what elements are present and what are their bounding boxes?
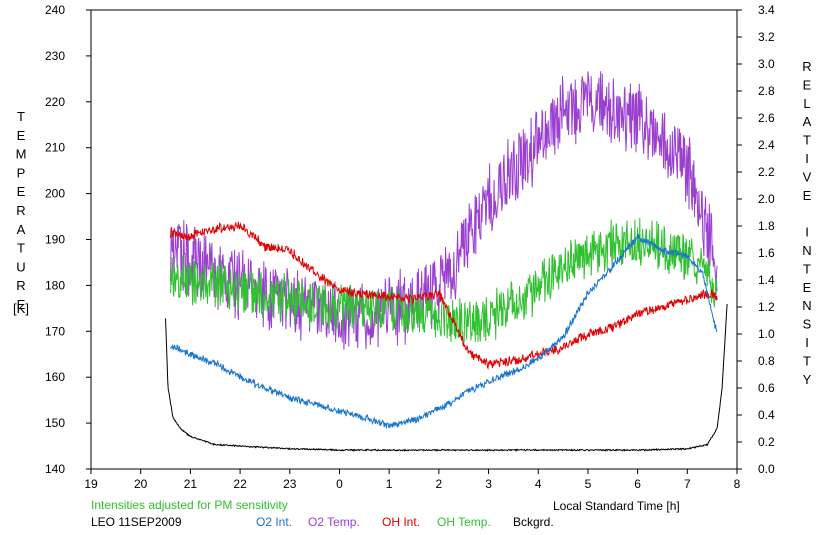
legend-o2-int: O2 Int. xyxy=(256,515,293,529)
y-right-label-letter: A xyxy=(803,114,812,129)
y-right-tick-label: 2.0 xyxy=(758,192,775,206)
y-right-label-letter: R xyxy=(802,59,811,74)
y-right-label-letter: E xyxy=(803,188,812,203)
x-tick-label: 22 xyxy=(233,477,247,491)
y-right-tick-label: 0.2 xyxy=(758,435,775,449)
x-tick-label: 21 xyxy=(184,477,198,491)
y-right-tick-label: 0.4 xyxy=(758,408,775,422)
y-right-label-letter: N xyxy=(802,298,811,313)
y-axis-right: 0.0 0.2 0.4 0.6 0.8 1.0 1.2 1.4 1.6 1.8 2.0 2.2 2.4 2… xyxy=(737,3,775,476)
x-tick-label: 5 xyxy=(585,477,592,491)
y-left-tick-label: 200 xyxy=(45,187,65,201)
y-right-tick-label: 0.8 xyxy=(758,354,775,368)
x-tick-label: 4 xyxy=(535,477,542,491)
y-right-tick-label: 1.4 xyxy=(758,273,775,287)
y-right-tick-label: 3.2 xyxy=(758,30,775,44)
y-left-label-letter: M xyxy=(16,147,27,162)
series-layer xyxy=(165,71,728,452)
y-right-label-letter: I xyxy=(805,151,809,166)
y-left-label-letter: E xyxy=(17,184,26,199)
y-left-label-letter: T xyxy=(17,109,25,124)
y-left-label-letter: T xyxy=(17,241,25,256)
x-axis-title: Local Standard Time [h] xyxy=(553,499,680,513)
y-right-label-letter: L xyxy=(803,96,810,111)
legend-oh-int: OH Int. xyxy=(382,515,421,529)
y-right-tick-label: 1.8 xyxy=(758,219,775,233)
y-left-label-letter: E xyxy=(17,128,26,143)
y-left-tick-label: 190 xyxy=(45,233,65,247)
y-left-unit: [K] xyxy=(13,301,29,316)
y-right-label-letter: T xyxy=(803,353,811,368)
y-right-tick-label: 2.8 xyxy=(758,84,775,98)
y-left-tick-label: 180 xyxy=(45,278,65,292)
y-right-label-letter: I xyxy=(805,225,809,240)
y-right-label-letter: I xyxy=(805,335,809,350)
x-tick-label: 19 xyxy=(84,477,98,491)
y-right-tick-label: 3.4 xyxy=(758,3,775,17)
y-right-label-letter: T xyxy=(803,133,811,148)
y-left-tick-label: 170 xyxy=(45,324,65,338)
y-left-tick-label: 140 xyxy=(45,462,65,476)
y-left-label-letter: R xyxy=(16,203,25,218)
y-right-label-letter: Y xyxy=(803,372,812,387)
y-left-label-letter: P xyxy=(17,165,26,180)
x-tick-label: 2 xyxy=(436,477,443,491)
y-left-tick-label: 210 xyxy=(45,141,65,155)
y-right-tick-label: 1.2 xyxy=(758,300,775,314)
y-left-label-letter: U xyxy=(16,259,25,274)
y-left-tick-label: 150 xyxy=(45,416,65,430)
y-right-tick-label: 1.6 xyxy=(758,246,775,260)
y-left-tick-label: 230 xyxy=(45,49,65,63)
x-tick-label: 3 xyxy=(485,477,492,491)
series-oh-int xyxy=(170,221,718,370)
x-tick-label: 6 xyxy=(634,477,641,491)
y-right-tick-label: 2.4 xyxy=(758,138,775,152)
x-tick-label: 20 xyxy=(134,477,148,491)
y-right-label-letter: E xyxy=(803,77,812,92)
x-tick-label: 1 xyxy=(386,477,393,491)
y-right-tick-label: 0.0 xyxy=(758,462,775,476)
station-date-label: LEO 11SEP2009 xyxy=(91,515,182,529)
series-o2-int xyxy=(170,233,718,429)
y-right-label-letter: V xyxy=(803,169,812,184)
legend-bckgrd: Bckgrd. xyxy=(513,515,554,529)
x-tick-label: 0 xyxy=(336,477,343,491)
y-left-tick-label: 240 xyxy=(45,3,65,17)
y-left-label-letter: A xyxy=(17,222,26,237)
y-axis-left: 140 150 160 170 180 190 200 210 220 230 240 xyxy=(45,3,91,476)
series-bckgrd xyxy=(165,303,728,452)
y-left-tick-label: 160 xyxy=(45,370,65,384)
y-left-label-letter: E xyxy=(17,297,26,312)
y-right-tick-label: 1.0 xyxy=(758,327,775,341)
sensitivity-note: Intensities adjusted for PM sensitivity xyxy=(91,498,288,512)
x-axis: 19 20 21 22 23 0 1 2 3 4 5 6 7 8 xyxy=(84,469,741,491)
x-tick-label: 23 xyxy=(283,477,297,491)
y-right-label-letter: N xyxy=(802,243,811,258)
y-right-tick-label: 3.0 xyxy=(758,57,775,71)
y-right-tick-label: 2.6 xyxy=(758,111,775,125)
y-left-label-letter: R xyxy=(16,278,25,293)
y-right-tick-label: 2.2 xyxy=(758,165,775,179)
x-tick-label: 7 xyxy=(684,477,691,491)
legend-oh-temp: OH Temp. xyxy=(437,515,491,529)
y-right-label-letter: S xyxy=(803,317,812,332)
series-oh-temp xyxy=(170,217,718,345)
legend-o2-temp: O2 Temp. xyxy=(308,515,360,529)
x-tick-label: 8 xyxy=(734,477,741,491)
y-right-label-letter: T xyxy=(803,261,811,276)
y-left-tick-label: 220 xyxy=(45,95,65,109)
y-right-label-letter: E xyxy=(803,280,812,295)
y-right-tick-label: 0.6 xyxy=(758,381,775,395)
